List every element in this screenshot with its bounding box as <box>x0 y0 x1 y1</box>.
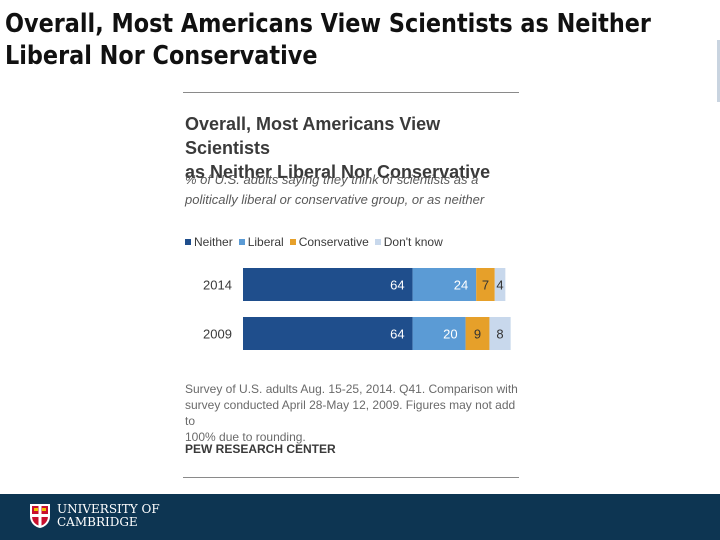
data-label-2009-liberal: 20 <box>443 327 457 342</box>
data-label-2009-don-t-know: 8 <box>496 327 503 342</box>
slide-title: Overall, Most Americans View Scientists … <box>5 8 651 72</box>
data-label-2009-conservative: 9 <box>474 327 481 342</box>
category-label-2009: 2009 <box>203 327 232 342</box>
chart-subtitle-line-2: politically liberal or conservative grou… <box>185 192 485 207</box>
chart-title: Overall, Most Americans View Scientists … <box>185 112 519 184</box>
legend-swatch-liberal <box>238 239 245 245</box>
bar-2009-liberal <box>412 317 466 350</box>
chart-title-line-1: Overall, Most Americans View Scientists <box>185 114 441 158</box>
legend-label-neither: Neither <box>194 235 233 249</box>
university-footer: UNIVERSITY OF CAMBRIDGE <box>0 494 720 540</box>
slide-title-line-1: Overall, Most Americans View Scientists … <box>5 9 651 39</box>
legend-item-don-t-know: Don't know <box>374 235 443 249</box>
bar-2014-conservative <box>476 268 495 301</box>
university-wordmark: UNIVERSITY OF CAMBRIDGE <box>57 503 160 529</box>
legend-swatch-neither <box>185 239 191 245</box>
legend-swatch-don-t-know <box>374 239 381 245</box>
category-label-2014: 2014 <box>203 278 232 293</box>
legend-item-conservative: Conservative <box>289 235 369 249</box>
figure-top-rule <box>183 92 519 93</box>
data-label-2014-liberal: 24 <box>454 278 468 293</box>
wordmark-line-2: CAMBRIDGE <box>57 515 138 529</box>
data-label-2009-neither: 64 <box>390 327 404 342</box>
bar-2009-neither <box>243 317 413 350</box>
legend-item-liberal: Liberal <box>238 235 284 249</box>
chart-title-line-2: as Neither Liberal Nor Conservative <box>185 162 491 182</box>
chart-legend: Neither Liberal Conservative Don't know <box>185 233 449 249</box>
bar-2014-liberal <box>412 268 477 301</box>
data-label-2014-neither: 64 <box>390 278 404 293</box>
bar-2014-don-t-know <box>494 268 506 301</box>
bar-2009-don-t-know <box>489 317 511 350</box>
bar-2014-neither <box>243 268 413 301</box>
legend-label-liberal: Liberal <box>247 235 284 249</box>
stacked-bar-chart: 2014 64 24 7 4 2009 64 20 9 8 <box>203 268 511 350</box>
chart-figure: Overall, Most Americans View Scientists … <box>183 92 519 478</box>
source-credit: PEW RESEARCH CENTER <box>185 442 336 456</box>
data-label-2014-don-t-know: 4 <box>496 278 503 293</box>
wordmark-line-1: UNIVERSITY OF <box>57 502 160 516</box>
slide-title-line-2: Liberal Nor Conservative <box>5 41 318 71</box>
survey-note-line-3: 100% due to rounding. <box>185 430 306 444</box>
legend-label-don-t-know: Don't know <box>383 235 443 249</box>
survey-note: Survey of U.S. adults Aug. 15-25, 2014. … <box>185 381 519 445</box>
legend-item-neither: Neither <box>185 235 233 249</box>
chart-subtitle-line-1: % of U.S. adults saying they think of sc… <box>185 172 479 187</box>
data-label-2014-conservative: 7 <box>482 278 489 293</box>
survey-note-line-2: survey conducted April 28-May 12, 2009. … <box>185 398 516 428</box>
legend-swatch-conservative <box>289 239 296 245</box>
slide-edge-accent <box>717 40 720 102</box>
legend-label-conservative: Conservative <box>298 235 369 249</box>
cambridge-crest-icon <box>30 504 50 528</box>
figure-bottom-rule <box>183 477 519 478</box>
bar-2009-conservative <box>465 317 490 350</box>
survey-note-line-1: Survey of U.S. adults Aug. 15-25, 2014. … <box>185 382 518 396</box>
chart-subtitle: % of U.S. adults saying they think of sc… <box>185 170 519 210</box>
